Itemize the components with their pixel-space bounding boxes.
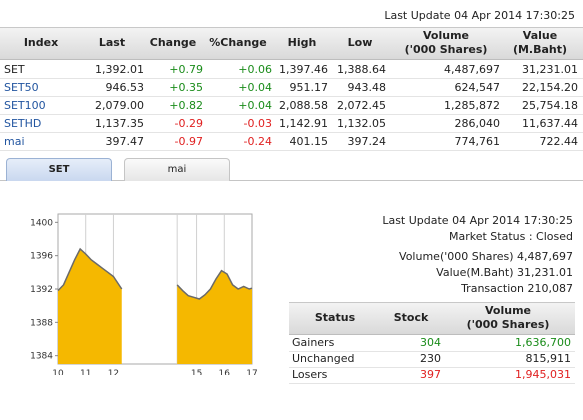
col-value: Value (M.Baht) bbox=[512, 29, 568, 56]
cell-index[interactable]: SET bbox=[4, 63, 25, 76]
cell-index[interactable]: SET50 bbox=[4, 81, 39, 94]
col-pct-change: %Change bbox=[209, 36, 267, 49]
cell-pct: -0.03 bbox=[243, 117, 272, 130]
cell-value: 722.44 bbox=[539, 135, 579, 148]
cell-stock: 230 bbox=[420, 352, 441, 365]
cell-value: 25,754.18 bbox=[522, 99, 578, 112]
cell-status: Unchanged bbox=[292, 352, 355, 365]
cell-change: +0.79 bbox=[169, 63, 203, 76]
market-transaction: Transaction 210,087 bbox=[461, 282, 573, 295]
status-row-losers: Losers 397 1,945,031 bbox=[289, 367, 575, 384]
cell-low: 1,388.64 bbox=[337, 63, 386, 76]
cell-status: Losers bbox=[292, 368, 328, 381]
cell-value: 31,231.01 bbox=[522, 63, 578, 76]
col-status: Status bbox=[314, 311, 356, 324]
col-volume: Volume ('000 Shares) bbox=[404, 29, 488, 56]
market-last-update: Last Update 04 Apr 2014 17:30:25 bbox=[382, 214, 573, 227]
cell-status: Gainers bbox=[292, 336, 335, 349]
col-high: High bbox=[287, 36, 317, 49]
cell-volume: 286,040 bbox=[454, 117, 501, 130]
chart-y-tick-label: 1400 bbox=[30, 218, 53, 228]
cell-last: 2,079.00 bbox=[95, 99, 144, 112]
cell-volume: 624,547 bbox=[454, 81, 501, 94]
cell-stock: 304 bbox=[420, 336, 441, 349]
market-status: Market Status : Closed bbox=[448, 230, 573, 243]
chart-y-tick-label: 1384 bbox=[30, 352, 53, 362]
cell-high: 951.17 bbox=[289, 81, 329, 94]
cell-low: 1,132.05 bbox=[337, 117, 386, 130]
cell-high: 1,142.91 bbox=[279, 117, 328, 130]
cell-volume: 1,945,031 bbox=[515, 368, 571, 381]
tab-bar-line bbox=[0, 180, 583, 181]
cell-pct: +0.04 bbox=[238, 81, 272, 94]
chart-line-session-1 bbox=[57, 247, 123, 292]
col-last: Last bbox=[98, 36, 126, 49]
index-row-set100: SET100 2,079.00 +0.82 +0.04 2,088.58 2,072.45… bbox=[0, 97, 583, 115]
cell-pct: -0.24 bbox=[243, 135, 272, 148]
chart-x-tick-label: 15 bbox=[191, 369, 202, 375]
cell-change: -0.29 bbox=[174, 117, 203, 130]
cell-volume: 1,285,872 bbox=[444, 99, 500, 112]
cell-volume: 1,636,700 bbox=[515, 336, 571, 349]
chart-x-tick-label: 17 bbox=[246, 369, 257, 375]
status-table-header: Status Stock Volume ('000 Shares) bbox=[289, 302, 575, 335]
col-stock: Stock bbox=[393, 311, 429, 324]
cell-pct: +0.04 bbox=[238, 99, 272, 112]
cell-change: +0.35 bbox=[169, 81, 203, 94]
chart-area-session-2 bbox=[177, 270, 252, 364]
cell-low: 2,072.45 bbox=[337, 99, 386, 112]
index-row-set50: SET50 946.53 +0.35 +0.04 951.17 943.48 624,547… bbox=[0, 79, 583, 97]
cell-value: 11,637.44 bbox=[522, 117, 578, 130]
cell-high: 2,088.58 bbox=[279, 99, 328, 112]
chart-y-tick-label: 1392 bbox=[30, 285, 53, 295]
cell-change: +0.82 bbox=[169, 99, 203, 112]
index-row-set: SET 1,392.01 +0.79 +0.06 1,397.46 1,388.64 4,4… bbox=[0, 61, 583, 79]
cell-low: 397.24 bbox=[347, 135, 387, 148]
chart-line-session-2 bbox=[176, 269, 253, 300]
chart-x-tick-label: 11 bbox=[80, 369, 91, 375]
chart-x-tick-label: 10 bbox=[52, 369, 64, 375]
chart-y-tick-label: 1388 bbox=[30, 318, 53, 328]
cell-last: 1,137.35 bbox=[95, 117, 144, 130]
index-table-header: Index Last Change %Change High Low Volum… bbox=[0, 27, 583, 60]
cell-index[interactable]: SETHD bbox=[4, 117, 42, 130]
index-row-sethd: SETHD 1,137.35 -0.29 -0.03 1,142.91 1,132.05 2… bbox=[0, 115, 583, 133]
chart-area-session-1 bbox=[58, 249, 122, 364]
cell-high: 401.15 bbox=[289, 135, 329, 148]
cell-last: 397.47 bbox=[105, 135, 145, 148]
cell-value: 22,154.20 bbox=[522, 81, 578, 94]
cell-volume: 815,911 bbox=[525, 352, 572, 365]
status-row-gainers: Gainers 304 1,636,700 bbox=[289, 335, 575, 352]
tab-mai[interactable]: mai bbox=[124, 158, 230, 181]
cell-low: 943.48 bbox=[347, 81, 387, 94]
col-low: Low bbox=[347, 36, 373, 49]
market-value: Value(M.Baht) 31,231.01 bbox=[436, 266, 573, 279]
cell-last: 946.53 bbox=[105, 81, 145, 94]
cell-last: 1,392.01 bbox=[95, 63, 144, 76]
index-row-mai: mai 397.47 -0.97 -0.24 401.15 397.24 774,761 72… bbox=[0, 133, 583, 151]
index-intraday-chart: 1400 1396 1392 1388 1384 10 11 12 15 16 17 bbox=[30, 213, 258, 375]
chart-x-tick-label: 16 bbox=[219, 369, 231, 375]
cell-change: -0.97 bbox=[174, 135, 203, 148]
chart-x-tick-label: 12 bbox=[108, 369, 119, 375]
col-index: Index bbox=[23, 36, 59, 49]
last-update-top: Last Update 04 Apr 2014 17:30:25 bbox=[384, 9, 575, 22]
col-change: Change bbox=[149, 36, 197, 49]
market-info: Last Update 04 Apr 2014 17:30:25 Market … bbox=[382, 213, 573, 297]
cell-index[interactable]: SET100 bbox=[4, 99, 46, 112]
cell-index[interactable]: mai bbox=[4, 135, 25, 148]
cell-volume: 774,761 bbox=[454, 135, 501, 148]
col-status-volume: Volume ('000 Shares) bbox=[466, 304, 550, 331]
chart-y-tick-label: 1396 bbox=[30, 252, 53, 262]
cell-volume: 4,487,697 bbox=[444, 63, 500, 76]
tab-set[interactable]: SET bbox=[6, 158, 112, 181]
status-row-unchanged: Unchanged 230 815,911 bbox=[289, 351, 575, 368]
market-volume: Volume('000 Shares) 4,487,697 bbox=[399, 250, 573, 263]
cell-stock: 397 bbox=[420, 368, 441, 381]
cell-pct: +0.06 bbox=[238, 63, 272, 76]
cell-high: 1,397.46 bbox=[279, 63, 328, 76]
